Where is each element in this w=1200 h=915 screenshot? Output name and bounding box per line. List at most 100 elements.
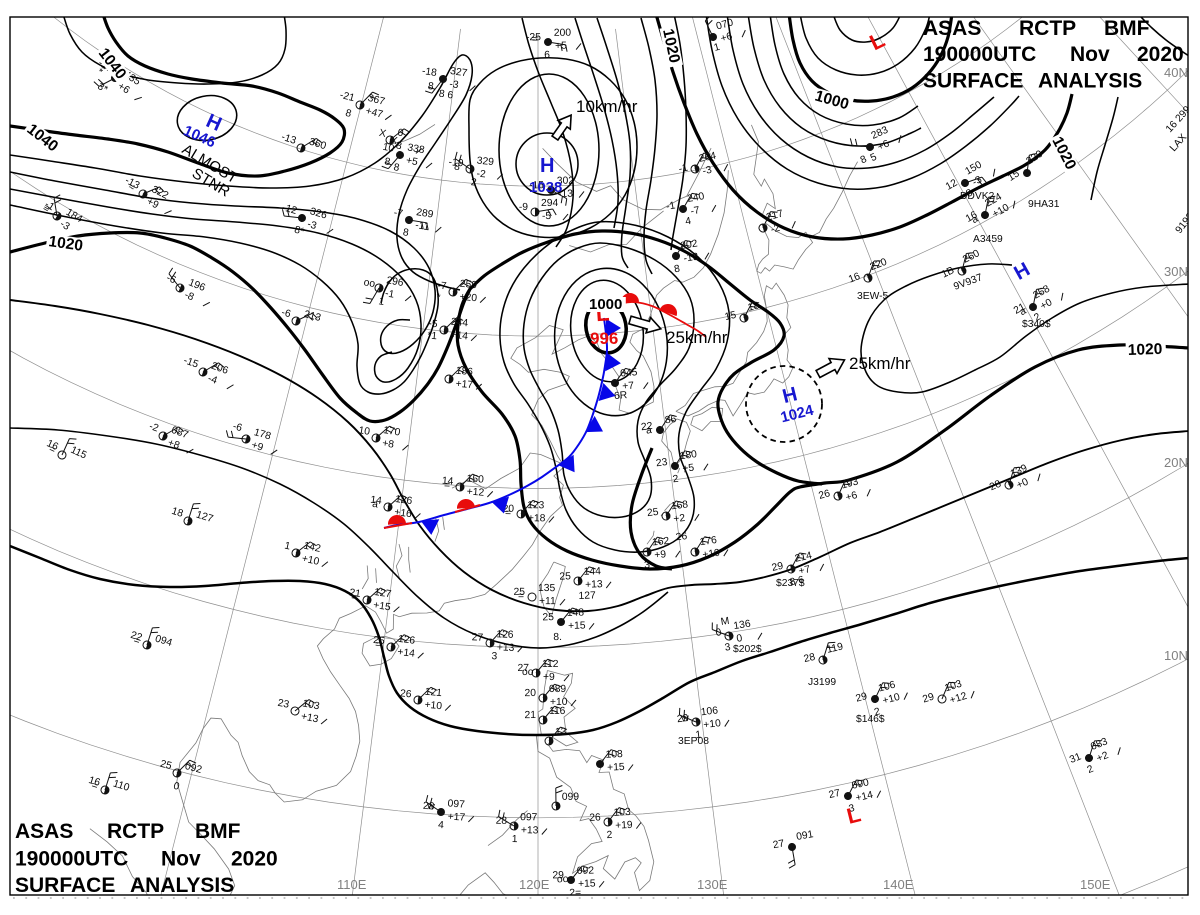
svg-text:+9: +9 xyxy=(145,196,161,211)
svg-text:220: 220 xyxy=(869,257,889,273)
svg-text:+14: +14 xyxy=(450,330,469,343)
svg-text:-25: -25 xyxy=(526,32,541,43)
svg-text:w: w xyxy=(680,713,690,725)
svg-text:21: 21 xyxy=(524,710,536,721)
svg-text:$237$: $237$ xyxy=(776,578,805,589)
svg-text:$146$: $146$ xyxy=(856,714,885,725)
svg-text:+8: +8 xyxy=(381,438,395,451)
svg-text:178: 178 xyxy=(253,427,273,442)
svg-text:L: L xyxy=(844,801,863,829)
svg-text:29: 29 xyxy=(855,691,869,705)
svg-text:094: 094 xyxy=(154,633,174,649)
svg-text:=: = xyxy=(375,639,382,651)
svg-text:30N: 30N xyxy=(1164,264,1188,279)
svg-text:25: 25 xyxy=(159,759,173,773)
svg-text:+17: +17 xyxy=(447,811,465,823)
svg-text:327: 327 xyxy=(449,66,468,79)
svg-text:108: 108 xyxy=(605,749,623,761)
svg-text:130E: 130E xyxy=(697,877,728,892)
svg-text:190000UTC: 190000UTC xyxy=(923,43,1036,66)
svg-text:+9: +9 xyxy=(543,672,555,683)
svg-text:-4: -4 xyxy=(206,373,219,386)
svg-text:≈: ≈ xyxy=(126,181,136,194)
svg-text:1: 1 xyxy=(378,296,386,308)
svg-text:26: 26 xyxy=(818,488,832,502)
svg-text:$202$: $202$ xyxy=(733,644,762,655)
svg-text:+13: +13 xyxy=(521,825,539,836)
svg-text:10: 10 xyxy=(358,425,371,438)
svg-text:5: 5 xyxy=(869,152,879,164)
svg-text:089: 089 xyxy=(549,684,566,695)
svg-text:31: 31 xyxy=(1068,751,1083,766)
svg-text:10: 10 xyxy=(382,142,396,155)
svg-text:119: 119 xyxy=(826,641,845,655)
svg-text:106: 106 xyxy=(700,705,719,718)
svg-text:-2: -2 xyxy=(769,223,781,236)
svg-text:25: 25 xyxy=(559,571,571,582)
svg-text:*: * xyxy=(436,292,441,303)
svg-text:+0: +0 xyxy=(1039,297,1055,312)
svg-text:110E: 110E xyxy=(337,877,367,892)
svg-text:a: a xyxy=(1018,306,1029,319)
svg-text:2: 2 xyxy=(873,706,882,718)
svg-text:+12: +12 xyxy=(466,487,484,499)
svg-text:-3: -3 xyxy=(306,219,318,232)
svg-text:213: 213 xyxy=(303,309,323,324)
svg-text:+13: +13 xyxy=(497,642,515,654)
svg-text:+11: +11 xyxy=(539,596,556,607)
svg-text:15: 15 xyxy=(724,310,738,323)
svg-text:112: 112 xyxy=(542,659,559,670)
svg-text:-1: -1 xyxy=(384,288,395,300)
svg-text:0: 0 xyxy=(396,127,404,139)
svg-text:0: 0 xyxy=(172,781,181,793)
svg-text:8: 8 xyxy=(384,156,392,168)
svg-text:oo: oo xyxy=(363,277,376,290)
svg-text:110: 110 xyxy=(112,778,131,793)
svg-text:+9: +9 xyxy=(654,549,667,561)
svg-text:-15: -15 xyxy=(529,180,544,191)
svg-text:ASAS: ASAS xyxy=(15,820,73,843)
svg-text:-7: -7 xyxy=(437,280,447,292)
svg-text:29: 29 xyxy=(771,561,785,574)
svg-text:H: H xyxy=(780,383,799,408)
svg-text:1020: 1020 xyxy=(1128,341,1163,359)
svg-text:127: 127 xyxy=(578,590,596,602)
svg-text:+5: +5 xyxy=(682,463,695,475)
svg-text:-2: -2 xyxy=(147,421,160,435)
svg-text:+47: +47 xyxy=(364,106,384,121)
svg-text:120E: 120E xyxy=(519,877,550,892)
svg-text:=: = xyxy=(350,592,358,604)
svg-text:L: L xyxy=(866,27,889,55)
svg-text:+13: +13 xyxy=(300,711,319,725)
svg-text:115: 115 xyxy=(69,445,89,462)
svg-text:3EP08: 3EP08 xyxy=(678,736,709,747)
svg-text:oo: oo xyxy=(522,667,534,678)
svg-text:ANALYSIS: ANALYSIS xyxy=(1038,70,1142,93)
svg-text:103: 103 xyxy=(613,807,631,819)
svg-text:=: = xyxy=(132,635,141,647)
svg-text:21: 21 xyxy=(1012,301,1028,316)
svg-text:10N: 10N xyxy=(1164,648,1188,663)
svg-text:-13: -13 xyxy=(280,132,298,147)
svg-text:16: 16 xyxy=(87,775,101,789)
svg-text:097: 097 xyxy=(520,812,538,823)
svg-text:1038: 1038 xyxy=(529,179,562,196)
svg-text:16: 16 xyxy=(964,210,980,225)
svg-text:2020: 2020 xyxy=(1137,43,1184,66)
svg-text:+19: +19 xyxy=(615,820,633,832)
svg-text:RCTP: RCTP xyxy=(107,820,164,843)
svg-text:+10: +10 xyxy=(301,553,321,567)
svg-text:302: 302 xyxy=(557,176,575,187)
svg-text:-21: -21 xyxy=(339,90,356,104)
svg-text:-3: -3 xyxy=(702,165,713,178)
svg-text:16: 16 xyxy=(847,271,862,285)
svg-text:27: 27 xyxy=(828,788,842,801)
svg-text:2: 2 xyxy=(672,474,679,486)
svg-text:200: 200 xyxy=(554,28,572,39)
svg-text:8 6: 8 6 xyxy=(438,89,454,102)
svg-text:=: = xyxy=(47,444,57,457)
svg-text:-18: -18 xyxy=(421,66,438,79)
svg-text:-5: -5 xyxy=(542,211,551,222)
svg-text:+17: +17 xyxy=(455,379,474,392)
svg-text:+12: +12 xyxy=(948,691,968,707)
